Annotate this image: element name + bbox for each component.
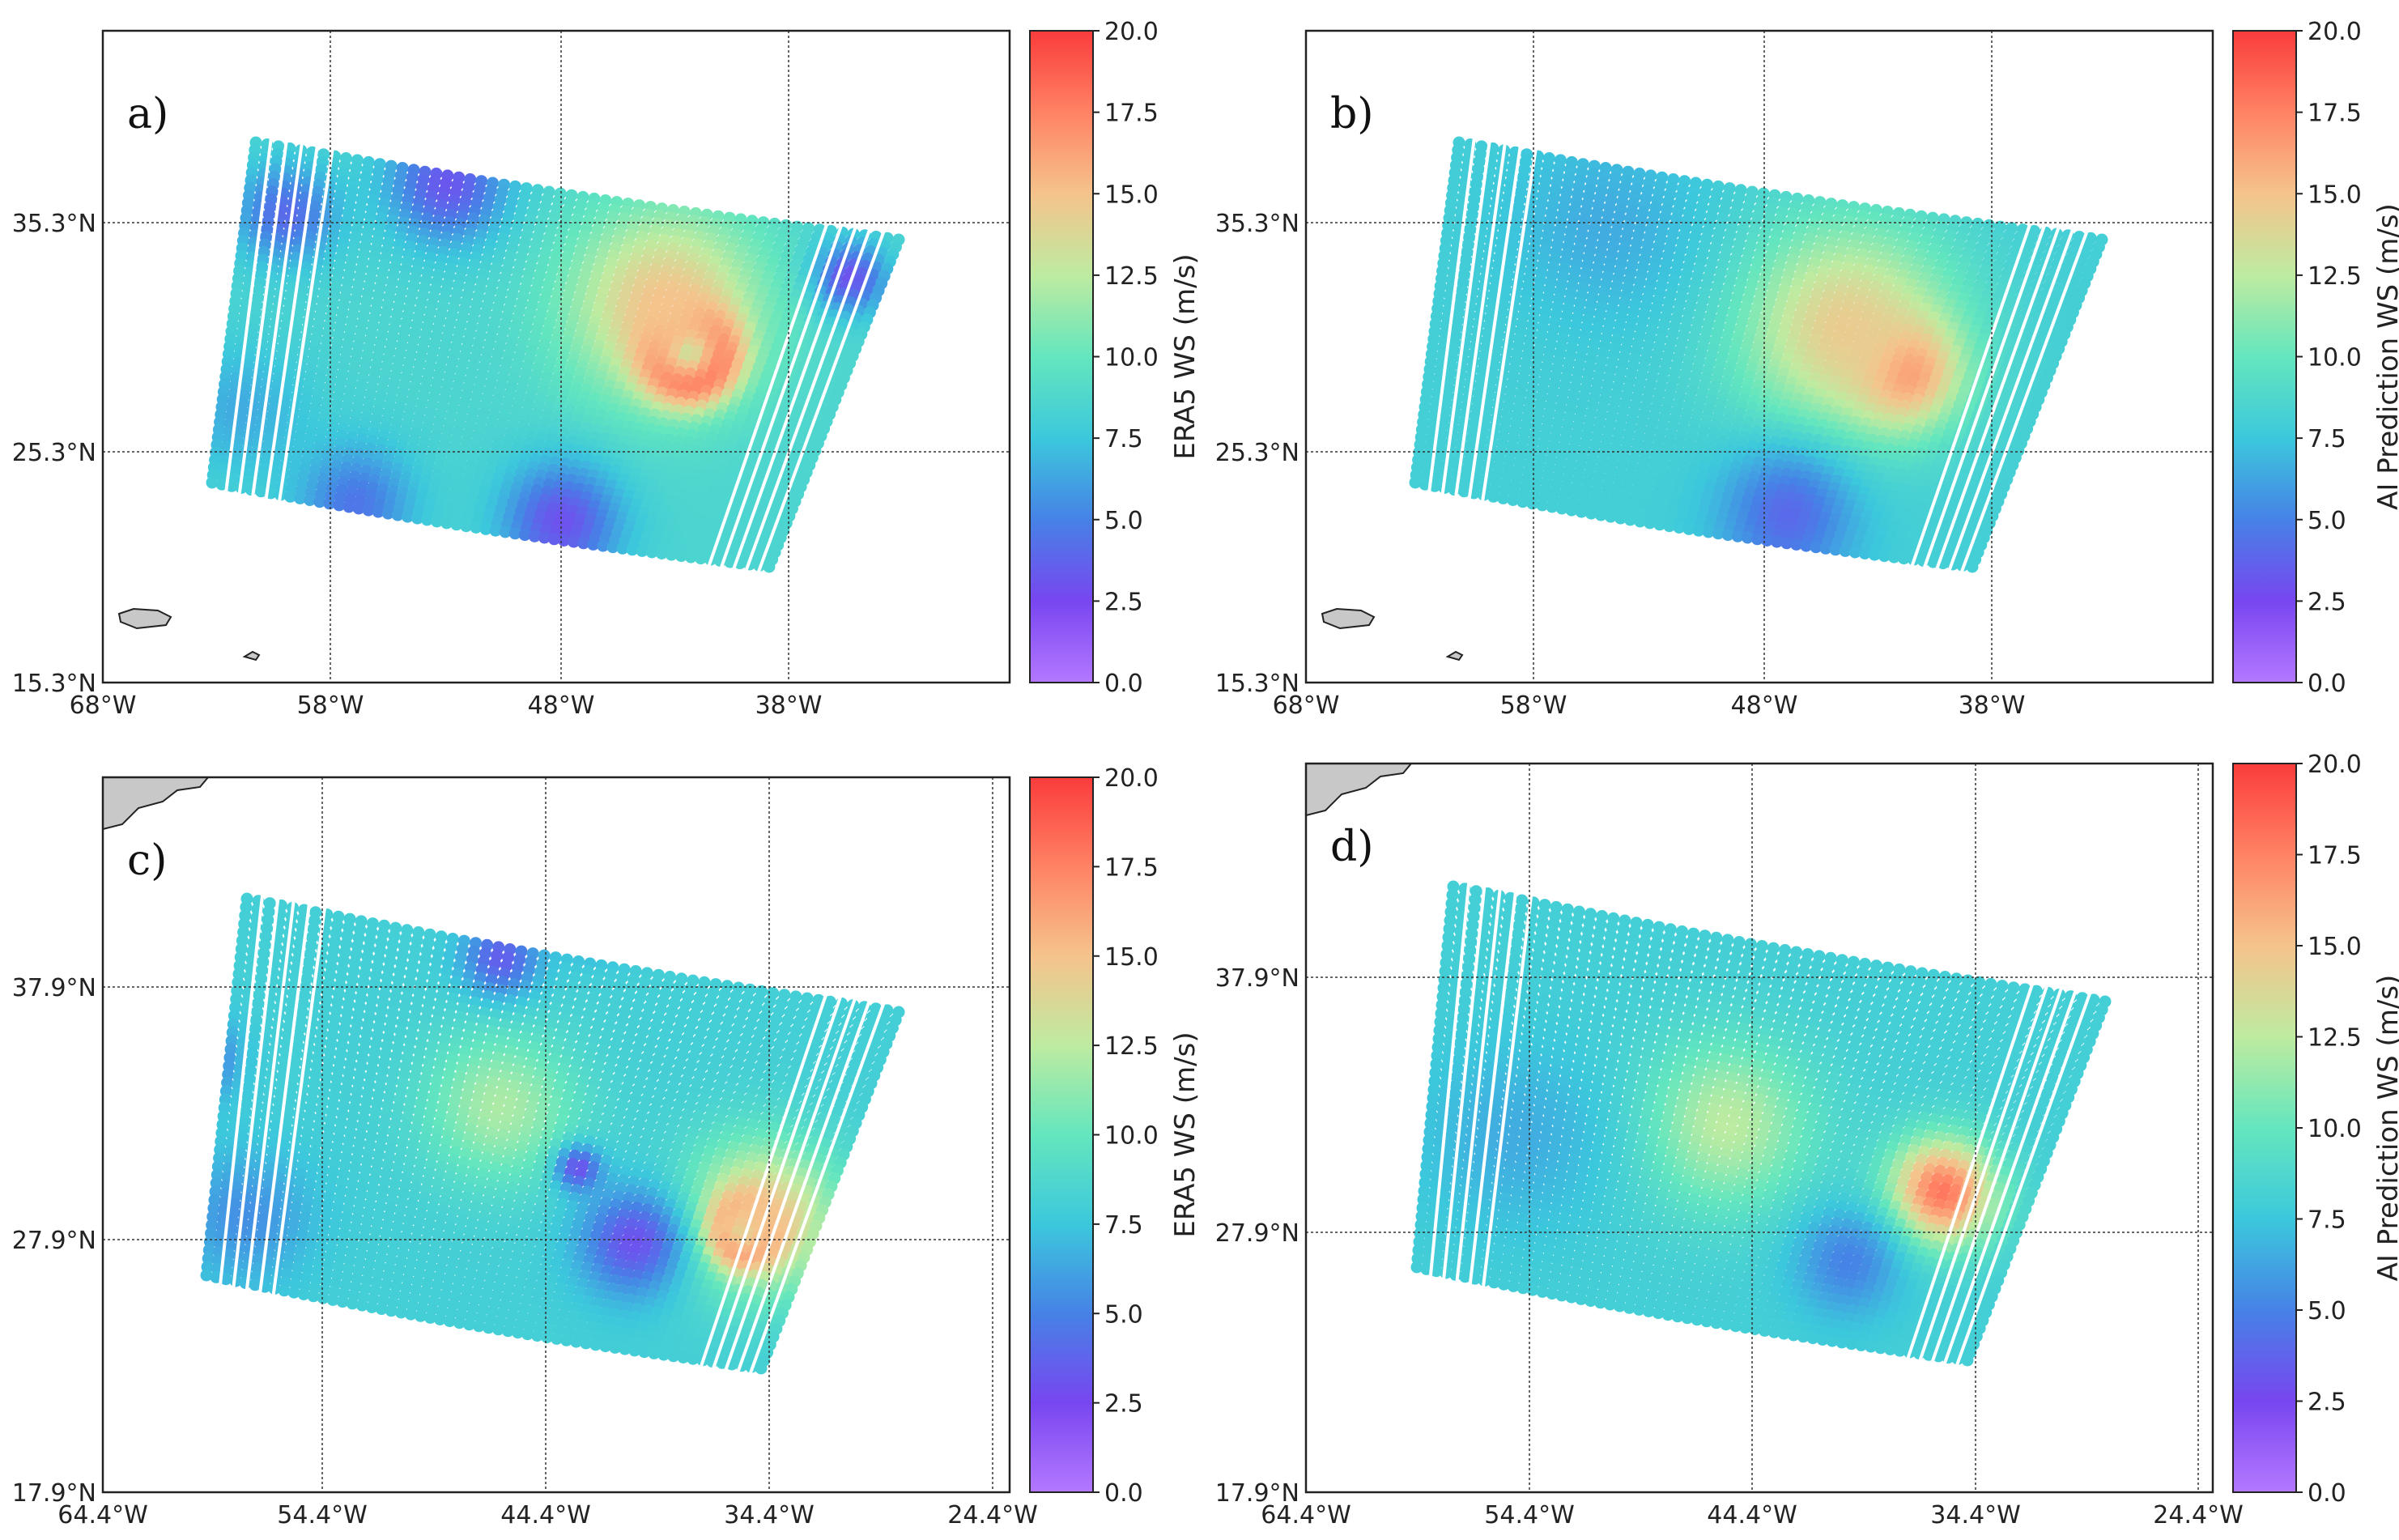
swath-point — [323, 497, 336, 510]
swath-point — [411, 512, 423, 525]
swath-point — [304, 494, 317, 506]
swath-point — [254, 485, 267, 498]
colorbar-tick-label: 0.0 — [1104, 670, 1143, 698]
swath-point — [440, 517, 453, 530]
colorbar-label: ERA5 WS (m/s) — [1169, 253, 1202, 459]
colorbar-tick-label: 10.0 — [1104, 344, 1159, 372]
x-tick-label: 48°W — [528, 691, 595, 720]
swath-point — [372, 505, 385, 518]
colorbar-tick-label: 2.5 — [1104, 588, 1143, 616]
x-tick-label: 58°W — [297, 691, 364, 720]
panel-a: 68°W 58°W 48°W 38°W15.3°N25.3°N35.3°Na)0.02… — [12, 18, 1202, 720]
panel-b: 68°W 58°W 48°W 38°W15.3°N25.3°N35.3°Nb)0.02… — [1215, 18, 2399, 720]
swath-point — [421, 513, 433, 526]
y-tick-label: 15.3°N — [12, 670, 96, 698]
swath-point — [294, 491, 307, 504]
colorbar-tick-label: 15.0 — [1104, 181, 1159, 209]
swath-point — [391, 508, 404, 521]
swath-point — [333, 499, 346, 512]
swath-point — [362, 504, 375, 517]
swath-point — [342, 500, 355, 513]
swath-point — [352, 502, 365, 515]
swath-point — [381, 507, 394, 520]
swath-point — [401, 510, 414, 523]
x-tick-label: 38°W — [755, 691, 823, 720]
swath-point — [284, 490, 297, 503]
swath-point — [206, 476, 219, 489]
colorbar-tick-label: 12.5 — [1104, 262, 1159, 291]
panel-label: a) — [127, 90, 168, 138]
y-tick-label: 25.3°N — [12, 439, 96, 467]
colorbar-tick-label: 20.0 — [1104, 18, 1159, 46]
swath-point — [313, 496, 326, 508]
y-tick-label: 35.3°N — [12, 210, 96, 238]
colorbar-tick-label: 7.5 — [1104, 425, 1143, 453]
colorbar-tick-label: 17.5 — [1104, 100, 1159, 128]
swath-point — [763, 560, 776, 573]
colorbar — [1029, 30, 1094, 683]
swath-point — [431, 515, 444, 528]
colorbar-tick-label: 5.0 — [1104, 507, 1143, 535]
